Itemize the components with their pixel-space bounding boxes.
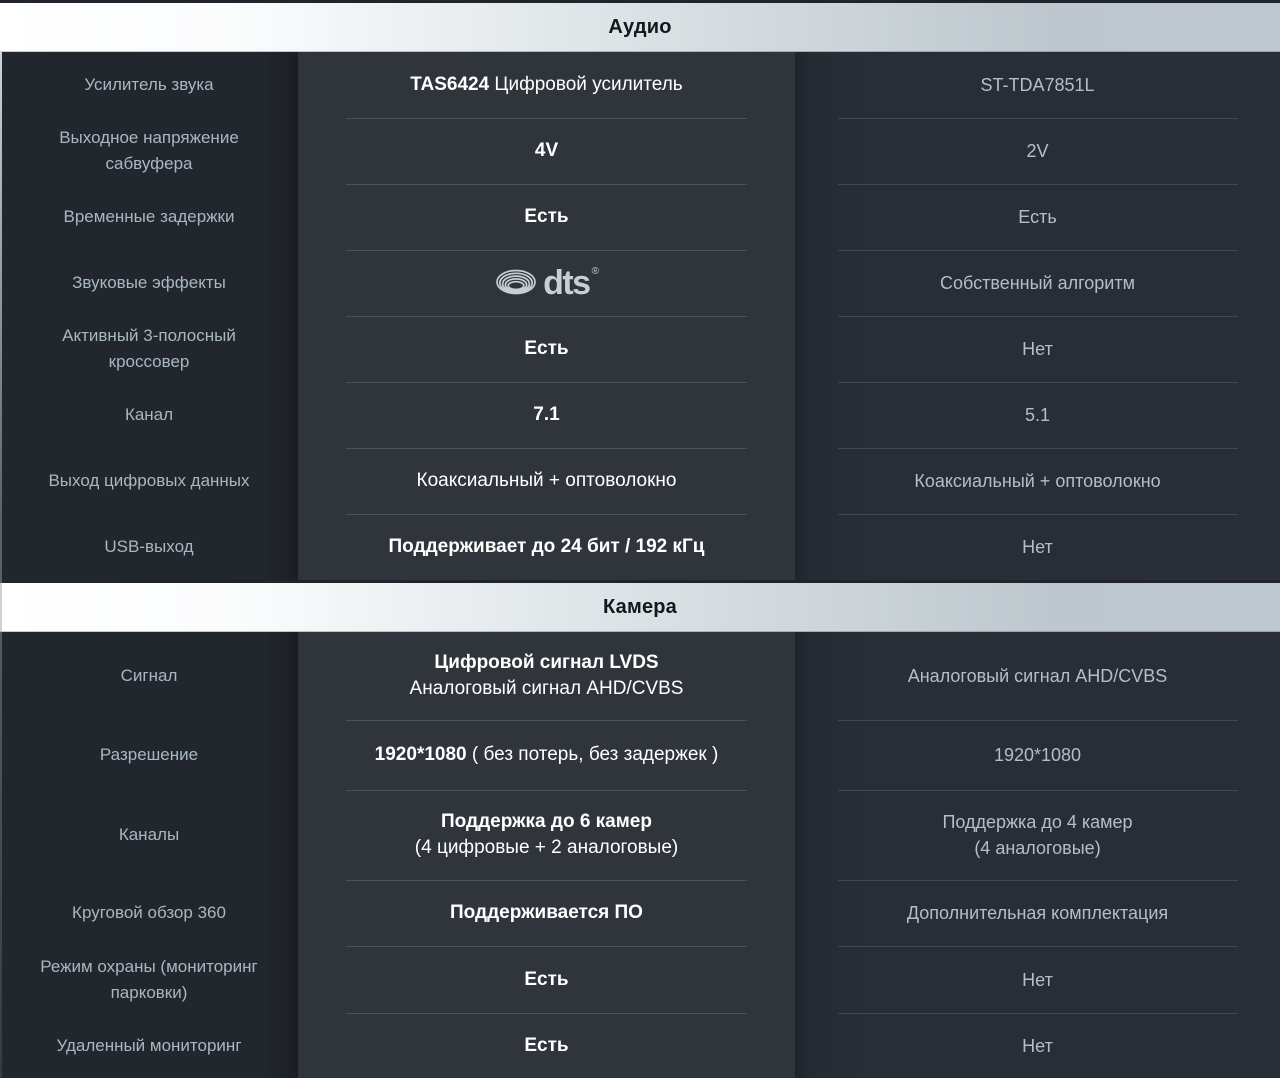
spec-label: Выходное напряжение сабвуфера: [0, 118, 298, 184]
spec-row: Каналы Поддержка до 6 камер (4 цифровые …: [0, 790, 1280, 880]
left-edge-highlight: [0, 52, 2, 1078]
product-a-value: Есть: [298, 946, 795, 1013]
product-b-value: Поддержка до 4 камер (4 аналоговые): [795, 790, 1280, 880]
registered-trademark-icon: ®: [591, 266, 599, 277]
spec-label: Разрешение: [0, 720, 298, 790]
product-a-value: Цифровой сигнал LVDS Аналоговый сигнал A…: [298, 632, 795, 720]
product-a-value: dts ®: [298, 250, 795, 316]
product-a-value: Поддерживается ПО: [298, 880, 795, 946]
spec-label: Каналы: [0, 790, 298, 880]
product-b-value: ST-TDA7851L: [795, 52, 1280, 118]
spec-label: Усилитель звука: [0, 52, 298, 118]
product-a-value: 4V: [298, 118, 795, 184]
spec-label: Выход цифровых данных: [0, 448, 298, 514]
spec-row: Канал 7.1 5.1: [0, 382, 1280, 448]
product-a-value: Есть: [298, 184, 795, 250]
section-header-audio: Аудио: [0, 0, 1280, 52]
spec-row: Круговой обзор 360 Поддерживается ПО Доп…: [0, 880, 1280, 946]
spec-label: Круговой обзор 360: [0, 880, 298, 946]
spec-label: Удаленный мониторинг: [0, 1013, 298, 1078]
spec-row: USB-выход Поддерживает до 24 бит / 192 к…: [0, 514, 1280, 580]
spec-label: Канал: [0, 382, 298, 448]
product-b-value: Аналоговый сигнал AHD/CVBS: [795, 632, 1280, 720]
spec-row: Активный 3-полосный кроссовер Есть Нет: [0, 316, 1280, 382]
spec-row: Режим охраны (мониторинг парковки) Есть …: [0, 946, 1280, 1013]
product-b-value: Нет: [795, 316, 1280, 382]
section-title: Аудио: [608, 16, 672, 38]
spec-label: Временные задержки: [0, 184, 298, 250]
product-a-value: 7.1: [298, 382, 795, 448]
product-a-value: Поддерживает до 24 бит / 192 кГц: [298, 514, 795, 580]
product-b-value: Собственный алгоритм: [795, 250, 1280, 316]
product-b-value: 5.1: [795, 382, 1280, 448]
product-b-value: Нет: [795, 514, 1280, 580]
product-b-value: 1920*1080: [795, 720, 1280, 790]
product-b-value: 2V: [795, 118, 1280, 184]
dts-logo-icon: dts ®: [494, 265, 599, 301]
spec-row: Временные задержки Есть Есть: [0, 184, 1280, 250]
spec-row: Удаленный мониторинг Есть Нет: [0, 1013, 1280, 1078]
product-b-value: Есть: [795, 184, 1280, 250]
product-b-value: Нет: [795, 1013, 1280, 1078]
product-b-value: Нет: [795, 946, 1280, 1013]
spec-row: Выход цифровых данных Коаксиальный + опт…: [0, 448, 1280, 514]
spec-row: Звуковые эффекты dts ® Собственный алгор…: [0, 250, 1280, 316]
spec-label: Режим охраны (мониторинг парковки): [0, 946, 298, 1013]
spec-label: Активный 3-полосный кроссовер: [0, 316, 298, 382]
spec-row: Сигнал Цифровой сигнал LVDS Аналоговый с…: [0, 632, 1280, 720]
spec-label: Сигнал: [0, 632, 298, 720]
spec-label: USB-выход: [0, 514, 298, 580]
product-b-value: Дополнительная комплектация: [795, 880, 1280, 946]
product-a-value: Коаксиальный + оптоволокно: [298, 448, 795, 514]
product-b-value: Коаксиальный + оптоволокно: [795, 448, 1280, 514]
section-title: Камера: [602, 596, 678, 618]
dts-logo-text: dts: [543, 264, 591, 302]
product-a-value: Есть: [298, 1013, 795, 1078]
product-a-value: Поддержка до 6 камер (4 цифровые + 2 ана…: [298, 790, 795, 880]
spec-row: Усилитель звука TAS6424 Цифровой усилите…: [0, 52, 1280, 118]
product-a-value: 1920*1080 ( без потерь, без задержек ): [298, 720, 795, 790]
product-a-value: TAS6424 Цифровой усилитель: [298, 52, 795, 118]
section-header-camera: Камера: [0, 580, 1280, 632]
spec-label: Звуковые эффекты: [0, 250, 298, 316]
dts-swirl-icon: [496, 269, 536, 295]
spec-row: Выходное напряжение сабвуфера 4V 2V: [0, 118, 1280, 184]
product-a-value: Есть: [298, 316, 795, 382]
spec-row: Разрешение 1920*1080 ( без потерь, без з…: [0, 720, 1280, 790]
